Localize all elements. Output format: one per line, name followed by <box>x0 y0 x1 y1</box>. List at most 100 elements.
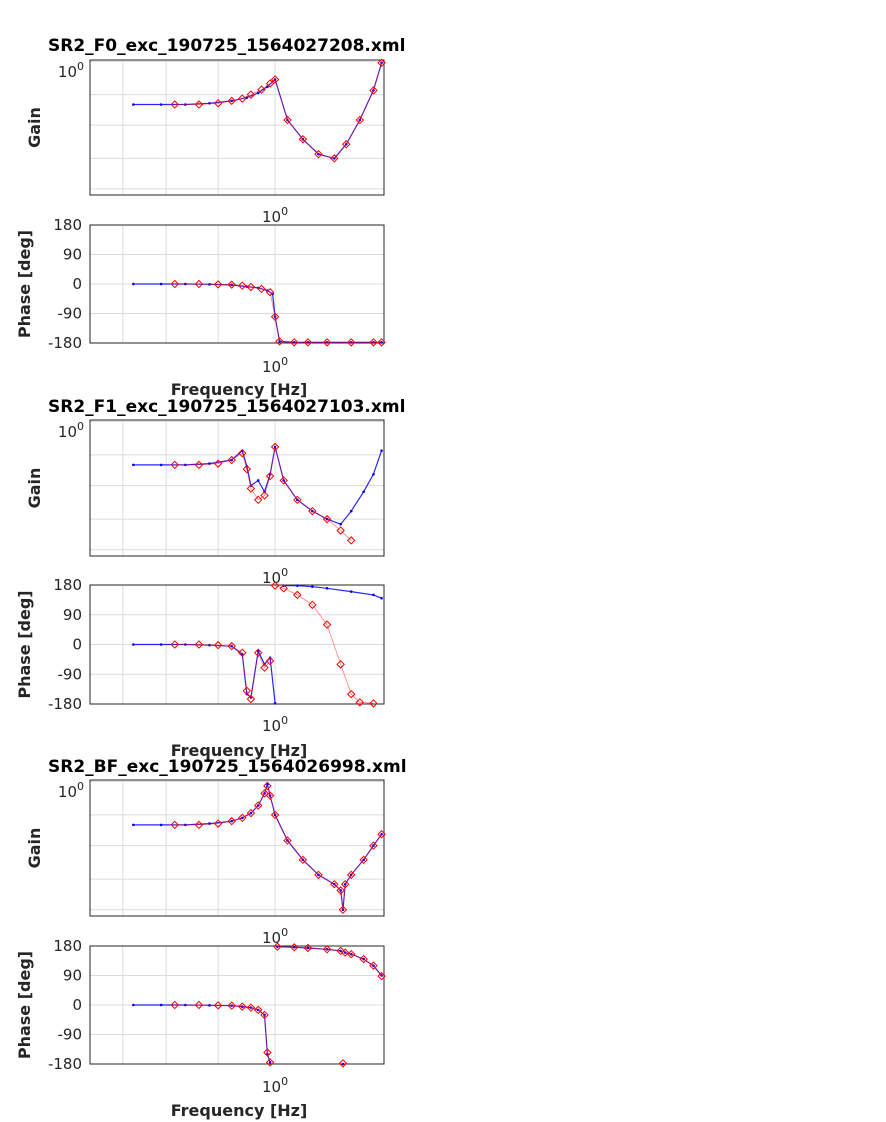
gain-data-point <box>213 819 223 828</box>
phase-data-point <box>265 1058 275 1067</box>
gain-data-point <box>242 464 252 474</box>
phase-data-point <box>265 656 275 666</box>
gain-series-line <box>174 446 352 541</box>
phase-data-point <box>279 584 288 593</box>
gain-data-point <box>260 491 269 500</box>
phase-data-point <box>359 954 368 964</box>
gain-ylabel: Gain <box>25 107 44 148</box>
phase-data-point <box>246 282 256 292</box>
gain-data-point <box>246 90 256 99</box>
phase-data-point <box>377 971 386 981</box>
gain-data-point <box>372 472 375 476</box>
phase-data-point <box>377 338 386 347</box>
phase-xtick-label: 100 <box>262 1075 288 1096</box>
phase-data-point <box>293 590 302 600</box>
gain-data-point <box>308 506 317 516</box>
phase-axes: 180 90 0 -90 -180 100 Phase [deg] Frequency [Hz… <box>15 216 386 399</box>
phase-data-point <box>369 699 378 708</box>
phase-series-line <box>174 946 382 1063</box>
gain-data-point <box>338 905 348 915</box>
gain-data-point <box>170 100 180 109</box>
phase-ytick-label: 0 <box>72 275 82 293</box>
bode-panel: SR2_F0_exc_190725_1564027208.xml 100 100 Ga… <box>15 36 405 399</box>
phase-ytick-label: -180 <box>48 695 82 713</box>
gain-axes: 100 100 Gain <box>25 58 386 226</box>
gain-data-point <box>340 879 350 889</box>
phase-data-point <box>296 584 299 587</box>
gain-data-point <box>256 91 260 95</box>
gain-axes-box <box>89 419 385 557</box>
phase-data-point <box>346 689 356 699</box>
gain-data-point <box>293 495 302 505</box>
phase-series-line <box>174 585 374 704</box>
phase-ytick-label: -90 <box>58 665 83 683</box>
gain-data-point <box>283 836 292 845</box>
phase-data-point <box>336 660 345 669</box>
phase-ytick-label: -180 <box>48 334 82 352</box>
gain-data-point <box>227 455 236 465</box>
phase-data-point <box>340 948 350 957</box>
gain-axes-box <box>89 779 385 917</box>
gain-ytick-label: 100 <box>58 60 84 81</box>
phase-data-point <box>311 585 314 588</box>
phase-data-point <box>265 287 275 297</box>
phase-data-point <box>303 338 313 347</box>
gain-data-point <box>132 823 135 827</box>
gain-data-point <box>265 791 275 800</box>
phase-data-point <box>346 338 356 347</box>
gain-data-point <box>265 471 275 481</box>
phase-data-point <box>238 281 247 290</box>
gain-ytick-label: 100 <box>58 780 84 801</box>
phase-data-point <box>227 641 236 651</box>
phase-axes-box <box>89 584 385 705</box>
phase-data-point <box>322 338 332 347</box>
gain-data-point <box>227 816 236 826</box>
phase-data-point <box>159 1003 163 1007</box>
gain-data-point <box>298 855 308 865</box>
gain-xtick-label: 100 <box>262 205 288 226</box>
phase-data-point <box>227 280 236 289</box>
gain-axes: 100 100 Gain <box>25 779 386 947</box>
phase-xlabel: Frequency [Hz] <box>171 1101 308 1120</box>
gain-data-point <box>238 94 247 103</box>
phase-axes: 180 90 0 -90 -180 100 Phase [deg] Frequency [Hz… <box>15 937 386 1120</box>
phase-data-point <box>372 593 375 597</box>
phase-data-point <box>170 1000 180 1010</box>
phase-ylabel: Phase [deg] <box>15 590 34 698</box>
gain-data-point <box>213 459 223 468</box>
gain-data-point <box>314 149 323 159</box>
phase-data-point <box>159 282 163 286</box>
gain-axes-box <box>89 59 385 196</box>
gain-data-point <box>283 115 292 125</box>
gain-data-point <box>349 509 353 513</box>
gain-data-point <box>336 886 345 895</box>
gain-data-point <box>159 823 163 827</box>
chart-title: SR2_F0_exc_190725_1564027208.xml <box>48 36 405 56</box>
phase-data-point <box>246 694 256 704</box>
phase-data-point <box>132 282 135 286</box>
phase-data-point <box>355 698 365 707</box>
phase-data-point <box>290 943 299 952</box>
gain-data-point <box>170 460 180 470</box>
phase-ytick-label: 180 <box>53 216 82 234</box>
phase-data-point <box>253 1005 263 1015</box>
gain-data-point <box>265 79 275 88</box>
phase-data-point <box>132 643 135 646</box>
bode-panel: SR2_F1_exc_190725_1564027103.xml 100 100 Ga… <box>15 397 405 760</box>
phase-data-point <box>349 590 353 593</box>
phase-ytick-label: 0 <box>72 996 82 1014</box>
gain-data-point <box>132 103 135 106</box>
phase-data-point <box>341 1062 345 1066</box>
gain-data-point <box>270 810 280 820</box>
gain-data-point <box>380 449 383 452</box>
gain-data-point <box>257 85 266 94</box>
phase-data-point <box>263 1048 272 1057</box>
gain-data-point <box>330 879 339 889</box>
phase-axes-box <box>89 224 385 344</box>
gain-plot-area <box>90 780 384 916</box>
phase-xlabel: Frequency [Hz] <box>171 380 308 399</box>
gain-plot-area <box>90 420 384 556</box>
phase-ytick-label: 0 <box>72 636 82 654</box>
phase-data-point <box>303 943 313 953</box>
gain-data-point <box>336 526 345 535</box>
